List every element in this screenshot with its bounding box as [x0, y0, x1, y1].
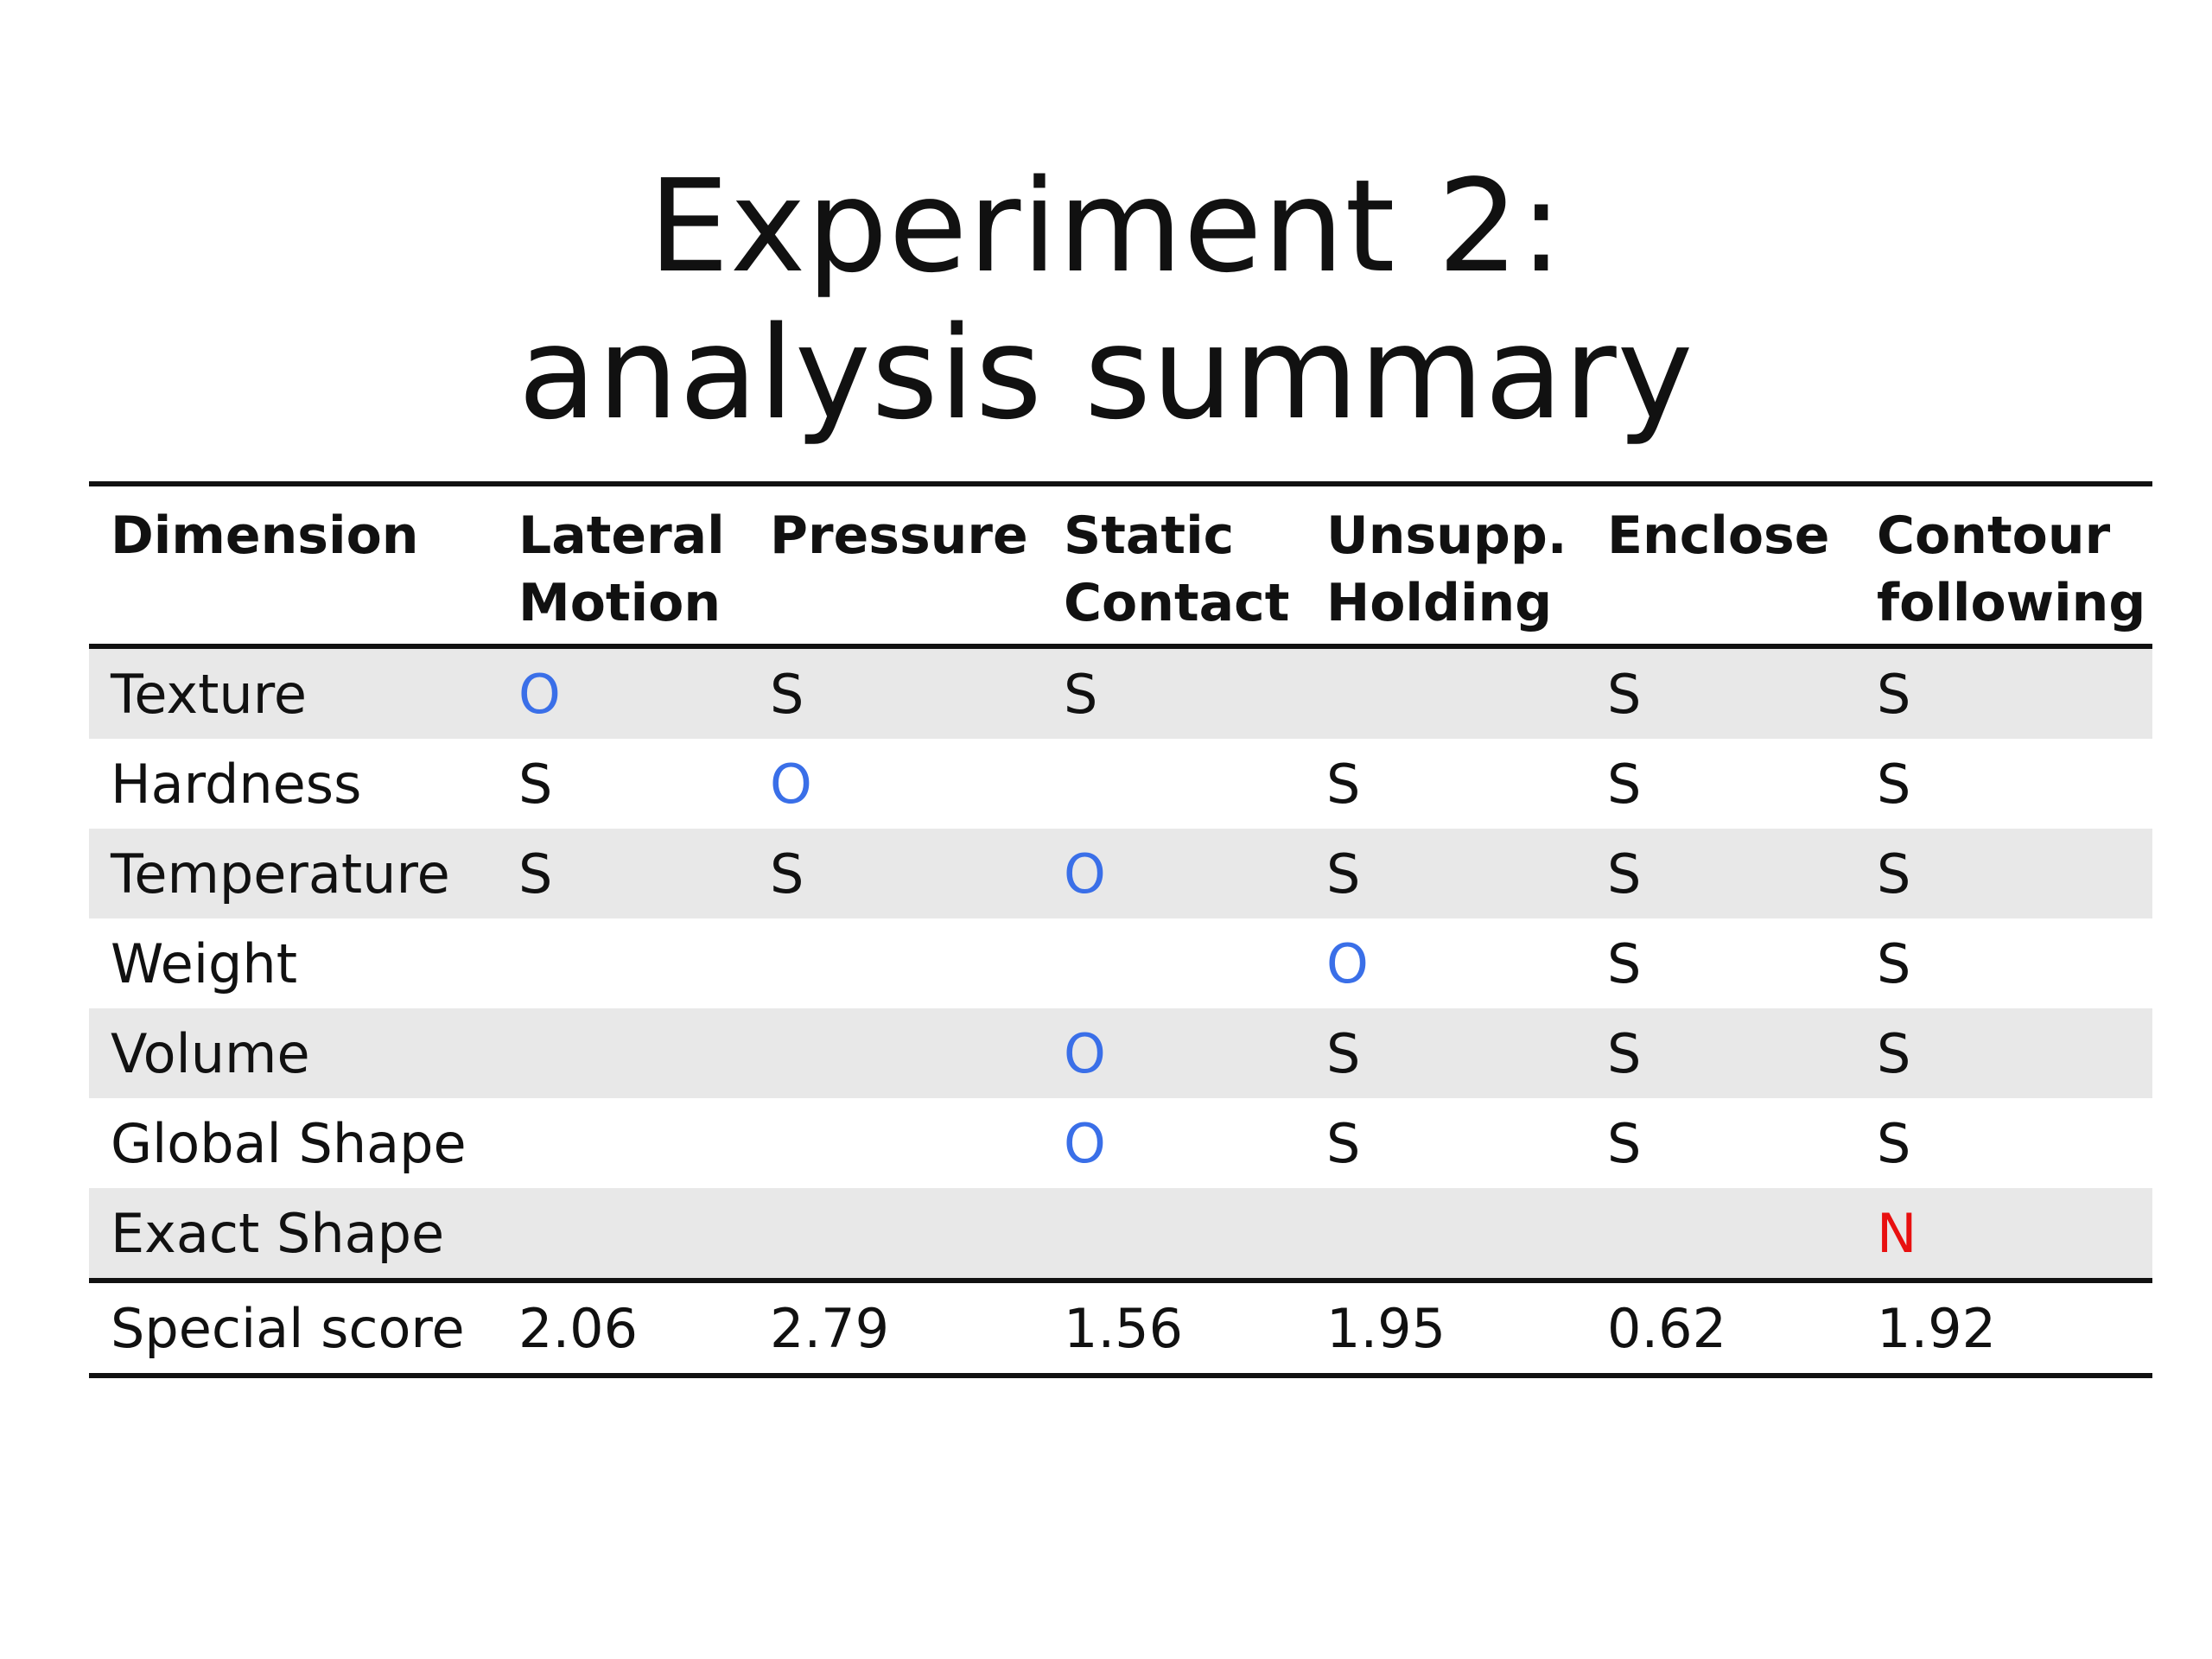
table-cell	[1042, 1188, 1305, 1281]
table-cell: S	[1326, 1111, 1361, 1175]
row-label: Hardness	[111, 752, 362, 816]
table-cell	[748, 1188, 1042, 1281]
special-score-value: 2.06	[518, 1296, 639, 1360]
row-label: Global Shape	[111, 1111, 467, 1175]
table-row: Temperature S S O S S S	[89, 829, 2152, 918]
table-row: Exact Shape N	[89, 1188, 2152, 1281]
column-header-line: Enclose	[1607, 505, 1830, 566]
column-header-line: Static	[1064, 505, 1235, 566]
table-cell: S	[1586, 646, 1855, 739]
table-row: Hardness S O S S S	[89, 739, 2152, 829]
table-cell: S	[1877, 752, 1911, 816]
row-label: Exact Shape	[89, 1188, 497, 1281]
table-cell	[497, 1098, 748, 1188]
column-header: Unsupp. Holding	[1305, 484, 1586, 646]
table-cell: S	[748, 829, 1042, 918]
table-cell: S	[1855, 829, 2152, 918]
table-cell	[1305, 1188, 1586, 1281]
special-score-row: Special score 2.06 2.79 1.56 1.95 0.62 1.92	[89, 1281, 2152, 1376]
table-row: Texture O S S S S	[89, 646, 2152, 739]
table-header: Dimension Lateral Motion Pressure Static Cont…	[89, 484, 2152, 646]
table-cell: O	[1042, 829, 1305, 918]
table-cell: S	[1607, 1111, 1642, 1175]
column-header-line: Unsupp.	[1326, 505, 1567, 566]
table-cell: O	[770, 752, 812, 816]
column-header: Dimension	[89, 484, 497, 646]
special-score-value: 0.62	[1607, 1296, 1727, 1360]
table-cell: S	[1042, 646, 1305, 739]
table-cell: S	[1607, 752, 1642, 816]
column-header: Contour following	[1855, 484, 2152, 646]
column-header: Static Contact	[1042, 484, 1305, 646]
special-score-label: Special score	[111, 1296, 465, 1360]
row-label: Volume	[89, 1008, 497, 1098]
table-cell: O	[1064, 1111, 1106, 1175]
table-cell: S	[518, 752, 553, 816]
table-cell: S	[1877, 931, 1911, 995]
table-row: Global Shape O S S S	[89, 1098, 2152, 1188]
table-cell	[748, 1008, 1042, 1098]
table-cell	[1042, 739, 1305, 829]
table-row: Volume O S S S	[89, 1008, 2152, 1098]
special-score-value: 1.95	[1326, 1296, 1446, 1360]
summary-table: Dimension Lateral Motion Pressure Static Cont…	[89, 481, 2152, 1378]
table-cell: S	[1326, 752, 1361, 816]
table-cell: S	[1305, 1008, 1586, 1098]
column-header-line: Motion	[518, 573, 721, 633]
column-header-line: Contact	[1064, 573, 1290, 633]
table-cell	[497, 918, 748, 1008]
row-label: Texture	[89, 646, 497, 739]
header-row: Dimension Lateral Motion Pressure Static Cont…	[89, 484, 2152, 646]
row-label: Weight	[111, 931, 298, 995]
column-header: Enclose	[1586, 484, 1855, 646]
column-header-line: following	[1877, 573, 2146, 633]
column-header-line: Dimension	[111, 505, 419, 566]
table-cell	[748, 1098, 1042, 1188]
special-score-value: 1.92	[1877, 1296, 1997, 1360]
table-footer: Special score 2.06 2.79 1.56 1.95 0.62 1.92	[89, 1281, 2152, 1376]
table-cell	[1305, 646, 1586, 739]
table-cell: S	[748, 646, 1042, 739]
slide-title-line-2: analysis summary	[518, 299, 1694, 448]
summary-table-container: Dimension Lateral Motion Pressure Static Cont…	[89, 481, 2152, 1378]
table-cell: S	[1855, 1008, 2152, 1098]
table-body: Texture O S S S S Hardness S O S S S Temperature S S O S…	[89, 646, 2152, 1281]
column-header-line: Contour	[1877, 505, 2111, 566]
table-cell: N	[1855, 1188, 2152, 1281]
table-cell	[1586, 1188, 1855, 1281]
table-cell: S	[1586, 1008, 1855, 1098]
table-cell: S	[1877, 1111, 1911, 1175]
table-cell	[748, 918, 1042, 1008]
table-cell: S	[1855, 646, 2152, 739]
table-cell: O	[1326, 931, 1369, 995]
table-cell: S	[1305, 829, 1586, 918]
table-cell: O	[1042, 1008, 1305, 1098]
special-score-value: 1.56	[1064, 1296, 1184, 1360]
table-row: Weight O S S	[89, 918, 2152, 1008]
column-header-line: Lateral	[518, 505, 725, 566]
column-header-line: Holding	[1326, 573, 1553, 633]
table-cell: S	[497, 829, 748, 918]
row-label: Temperature	[89, 829, 497, 918]
special-score-value: 2.79	[770, 1296, 890, 1360]
table-cell	[497, 1008, 748, 1098]
column-header-line: Pressure	[770, 505, 1028, 566]
column-header: Lateral Motion	[497, 484, 748, 646]
table-cell: S	[1586, 829, 1855, 918]
table-cell	[497, 1188, 748, 1281]
slide-title-line-1: Experiment 2:	[648, 152, 1564, 302]
table-cell	[1042, 918, 1305, 1008]
table-cell: O	[497, 646, 748, 739]
column-header: Pressure	[748, 484, 1042, 646]
table-cell: S	[1607, 931, 1642, 995]
slide-title: Experiment 2: analysis summary	[0, 153, 2212, 447]
